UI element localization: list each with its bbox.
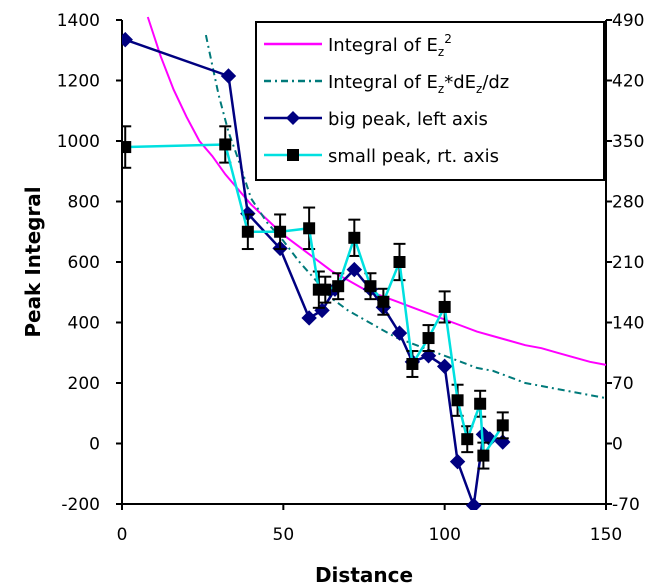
data-point (391, 325, 408, 341)
data-point (314, 302, 330, 319)
plot-area: -2000200400600800100012001400-7007014021… (57, 11, 645, 545)
data-point (406, 357, 419, 370)
data-point (461, 433, 474, 446)
data-point (377, 295, 390, 308)
data-point (496, 419, 509, 432)
data-point (241, 225, 254, 238)
x-tick-label: 0 (117, 525, 128, 545)
legend-swatch-marker (287, 149, 299, 161)
y-tick-label: 1000 (57, 132, 100, 152)
legend-box (255, 21, 605, 181)
data-point (348, 231, 361, 244)
data-point (303, 222, 316, 235)
y2-tick-label: 210 (612, 253, 644, 273)
y2-tick-label: 350 (612, 132, 644, 152)
y-tick-label: 400 (68, 314, 100, 334)
series-4 (122, 125, 509, 470)
y2-tick-label: -70 (612, 495, 640, 515)
y2-tick-label: 420 (612, 72, 644, 92)
data-point (122, 31, 133, 48)
data-point (422, 332, 435, 345)
x-axis-title: Distance (315, 563, 413, 587)
data-point (346, 261, 363, 278)
series-group (122, 16, 607, 510)
data-point (301, 310, 317, 326)
legend-entry-2: Integral of Ez*dEz/dz (328, 72, 509, 96)
x-tick-label: 50 (273, 525, 295, 545)
y-tick-label: 800 (68, 193, 100, 213)
y-axis-title: Peak Integral (21, 186, 45, 337)
data-point (364, 280, 377, 293)
data-point (436, 358, 453, 375)
legend-entry-4: small peak, rt. axis (328, 146, 499, 167)
data-point (477, 449, 490, 462)
data-point (319, 283, 332, 296)
y-tick-label: 600 (68, 253, 100, 273)
data-point (449, 453, 466, 470)
x-tick-label: 150 (590, 525, 622, 545)
data-point (122, 141, 132, 154)
data-point (474, 397, 487, 410)
data-point (393, 256, 406, 268)
x-tick-label: 100 (428, 525, 460, 545)
legend-entry-3: big peak, left axis (328, 109, 488, 130)
y2-tick-label: 490 (612, 11, 644, 31)
data-point (274, 225, 287, 238)
y2-tick-label: 140 (612, 314, 644, 334)
y-tick-label: 1200 (57, 72, 100, 92)
data-point (451, 394, 464, 407)
y-tick-label: -200 (61, 495, 100, 515)
y-tick-label: 0 (89, 435, 100, 455)
legend: Integral of Ez2 Integral of Ez*dEz/dz big … (255, 21, 605, 181)
data-point (220, 68, 237, 84)
y2-tick-label: 70 (612, 374, 634, 394)
legend-entry-1: Integral of Ez2 (328, 32, 452, 59)
data-point (219, 138, 232, 151)
y2-tick-label: 0 (612, 435, 623, 455)
data-point (332, 280, 345, 293)
legend-swatch-marker (286, 111, 300, 125)
data-point (465, 497, 482, 510)
series-line (125, 143, 504, 460)
y-tick-label: 1400 (57, 11, 100, 31)
data-point (438, 300, 451, 313)
y-tick-label: 200 (68, 374, 100, 394)
data-point (420, 348, 437, 364)
y2-tick-label: 280 (612, 193, 644, 213)
